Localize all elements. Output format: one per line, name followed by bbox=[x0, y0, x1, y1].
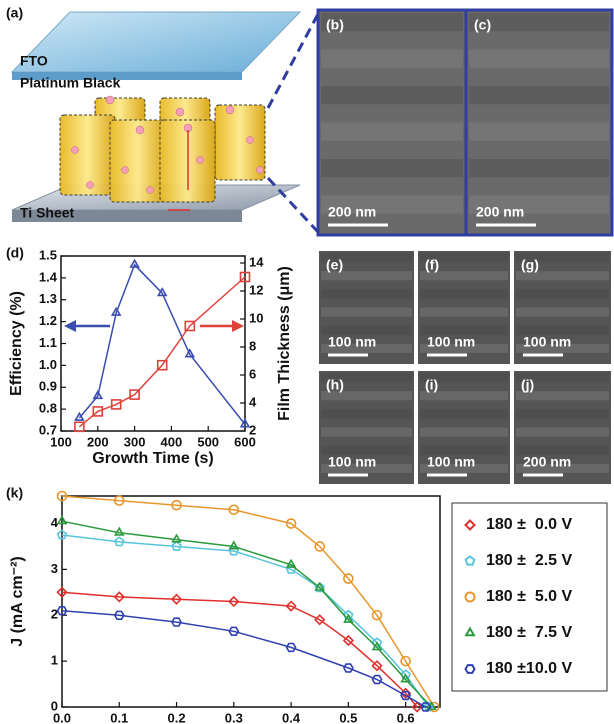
texture bbox=[420, 409, 508, 418]
x-tick-label: 0.2 bbox=[168, 710, 186, 724]
series-line bbox=[79, 277, 245, 427]
layer-label: Platinum Black bbox=[20, 75, 121, 91]
y-tick-label: 1.2 bbox=[39, 313, 57, 328]
x-tick-label: 0.6 bbox=[397, 710, 415, 724]
y-tick-label: 1 bbox=[51, 653, 58, 668]
marker bbox=[287, 560, 295, 567]
y2-tick-label: 8 bbox=[249, 338, 256, 353]
texture bbox=[516, 409, 609, 418]
y-axis-title: J (mA cm⁻²) bbox=[9, 556, 26, 647]
legend-label: 180 ± 5.0 V bbox=[486, 588, 573, 605]
panel-label: (c) bbox=[474, 17, 491, 33]
panel-label: (e) bbox=[326, 257, 343, 273]
legend-label: 180 ±10.0 V bbox=[486, 660, 573, 677]
scale-label: 100 nm bbox=[427, 454, 475, 470]
texture bbox=[321, 428, 412, 437]
panel-label: (g) bbox=[521, 257, 539, 273]
scale-label: 200 nm bbox=[523, 454, 571, 470]
legend-label: 180 ± 0.0 V bbox=[486, 516, 573, 533]
marker bbox=[230, 542, 238, 549]
texture bbox=[321, 289, 412, 298]
x-tick-label: 0.1 bbox=[110, 710, 128, 724]
legend-label: 180 ± 2.5 V bbox=[486, 552, 573, 569]
x-tick-label: 0.3 bbox=[225, 710, 243, 724]
texture bbox=[321, 409, 412, 418]
y2-tick-label: 10 bbox=[249, 310, 263, 325]
panel-label: (h) bbox=[326, 377, 344, 393]
figure: (a) FTO Platinum Black Ti Sheet (b) 200 n… bbox=[0, 0, 614, 724]
y2-tick-label: 14 bbox=[249, 254, 264, 269]
scale-label: 200 nm bbox=[328, 204, 376, 220]
texture bbox=[321, 308, 412, 317]
marker bbox=[173, 535, 181, 542]
texture bbox=[321, 86, 463, 104]
x-tick-label: 500 bbox=[197, 434, 219, 449]
y-tick-label: 1.5 bbox=[39, 247, 57, 262]
y-tick-label: 0 bbox=[51, 698, 58, 713]
texture bbox=[420, 428, 508, 437]
panel-label: (a) bbox=[6, 5, 23, 21]
scale-label: 100 nm bbox=[523, 334, 571, 350]
texture bbox=[516, 308, 609, 317]
texture bbox=[469, 86, 609, 104]
layer-label: FTO bbox=[20, 53, 48, 69]
panel-label: (f) bbox=[425, 257, 439, 273]
y2-tick-label: 2 bbox=[249, 422, 256, 437]
panel-label: (j) bbox=[521, 377, 534, 393]
texture bbox=[321, 159, 463, 177]
y-tick-label: 1.1 bbox=[39, 335, 57, 350]
scale-label: 100 nm bbox=[328, 454, 376, 470]
y2-tick-label: 6 bbox=[249, 366, 256, 381]
series-line bbox=[62, 592, 417, 707]
axis-arrows bbox=[64, 320, 244, 332]
texture bbox=[469, 50, 609, 68]
x-tick-label: 200 bbox=[87, 434, 109, 449]
scale-label: 200 nm bbox=[476, 204, 524, 220]
y2-tick-label: 4 bbox=[249, 394, 257, 409]
y-tick-label: 2 bbox=[51, 607, 58, 622]
texture bbox=[321, 50, 463, 68]
x-tick-label: 0.5 bbox=[339, 710, 357, 724]
panel-label: (k) bbox=[6, 485, 23, 501]
texture bbox=[420, 289, 508, 298]
y-tick-label: 1.0 bbox=[39, 357, 57, 372]
y2-tick-label: 12 bbox=[249, 282, 263, 297]
x-tick-label: 0.4 bbox=[282, 710, 301, 724]
texture bbox=[469, 159, 609, 177]
y-tick-label: 1.4 bbox=[39, 269, 58, 284]
y2-axis-title: Film Thickness (μm) bbox=[276, 266, 293, 421]
panel-label: (i) bbox=[425, 377, 438, 393]
series-line bbox=[62, 611, 426, 707]
texture bbox=[516, 428, 609, 437]
marker bbox=[115, 528, 123, 535]
layer-label: Ti Sheet bbox=[20, 205, 75, 221]
scale-label: 100 nm bbox=[427, 334, 475, 350]
x-tick-label: 300 bbox=[124, 434, 146, 449]
y-tick-label: 0.8 bbox=[39, 401, 57, 416]
x-tick-label: 400 bbox=[161, 434, 183, 449]
schematic: (a) FTO Platinum Black Ti Sheet bbox=[6, 5, 318, 232]
x-axis-title: Growth Time (s) bbox=[92, 450, 214, 467]
texture bbox=[516, 289, 609, 298]
y-tick-label: 1.3 bbox=[39, 291, 57, 306]
y-tick-label: 3 bbox=[51, 561, 58, 576]
panel-label: (b) bbox=[326, 17, 344, 33]
y-axis-title: Efficiency (%) bbox=[8, 291, 25, 396]
legend-label: 180 ± 7.5 V bbox=[486, 624, 573, 641]
panel-label: (d) bbox=[6, 245, 24, 261]
plot-frame bbox=[61, 256, 245, 431]
texture bbox=[321, 123, 463, 141]
texture bbox=[469, 123, 609, 141]
y-tick-label: 0.7 bbox=[39, 422, 57, 437]
scale-label: 100 nm bbox=[328, 334, 376, 350]
y-tick-label: 4 bbox=[51, 515, 59, 530]
texture bbox=[420, 308, 508, 317]
y-tick-label: 0.9 bbox=[39, 379, 57, 394]
